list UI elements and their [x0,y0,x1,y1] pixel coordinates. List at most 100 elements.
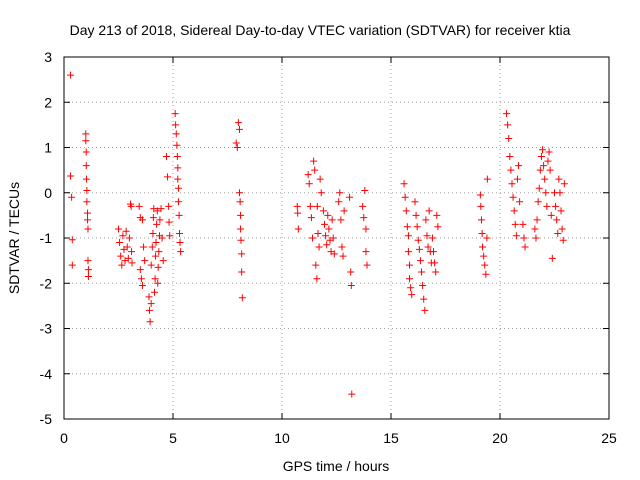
data-point [400,180,408,188]
data-point [540,162,548,170]
data-point [402,207,410,215]
data-point [122,227,130,235]
data-point [174,184,182,192]
data-point [127,202,135,210]
data-point [430,248,438,256]
data-point [312,261,320,269]
data-point [319,207,327,215]
data-point [119,232,127,240]
data-point [137,275,145,283]
data-point [116,239,124,247]
data-point [477,216,485,224]
data-point [136,266,144,274]
data-point [557,207,565,215]
data-point [149,214,157,222]
data-point [338,243,346,251]
axis-ticks: 0 5 10 15 20 25 -5 -4 -3 -2 -1 0 1 2 3 [40,49,617,446]
data-point [135,202,143,210]
data-point [513,175,521,183]
data-point [504,121,512,129]
x-tick-label: 10 [274,430,290,446]
data-point [84,272,92,280]
data-point [138,216,146,224]
data-point [512,232,520,240]
data-point [403,223,411,231]
data-point [428,234,436,242]
data-point [173,141,181,149]
data-point [177,248,185,256]
data-point [506,153,514,161]
data-point [548,254,556,262]
data-point [555,175,563,183]
data-point [117,252,125,260]
data-point [483,234,491,242]
data-point [325,225,333,233]
y-tick-label: -1 [40,230,53,246]
data-point [156,216,164,224]
data-point [401,193,409,201]
data-point [544,157,552,165]
data-point [412,211,420,219]
data-point [482,270,490,278]
data-point [559,236,567,244]
data-point [434,223,442,231]
data-point [68,236,76,244]
data-point [329,234,337,242]
x-axis-label: GPS time / hours [283,458,390,474]
data-point [172,130,180,138]
data-point [307,214,315,222]
data-point [347,268,355,276]
data-point [304,171,312,179]
data-point [553,216,561,224]
x-tick-label: 0 [60,430,68,446]
data-point [123,243,131,251]
data-point [330,250,338,258]
data-point [67,71,75,79]
data-point [172,121,180,129]
data-point [82,130,90,138]
data-point [294,209,302,217]
data-point [347,282,355,290]
data-point [556,189,564,197]
data-point [547,211,555,219]
data-point [541,175,549,183]
data-point [83,198,91,206]
data-point [348,390,356,398]
data-point [173,153,181,161]
y-tick-label: -3 [40,321,53,337]
data-point [306,202,314,210]
y-tick-label: 1 [44,140,52,156]
y-tick-label: 3 [44,49,52,65]
data-point [509,193,517,201]
data-point [174,164,182,172]
data-point [323,241,331,249]
data-point [148,243,156,251]
data-point [339,252,347,260]
data-point [507,166,515,174]
data-point [424,243,432,251]
data-point [84,216,92,224]
data-point [153,207,161,215]
data-point [238,250,246,258]
data-point [535,184,543,192]
data-points [67,71,568,398]
data-point [340,207,348,215]
data-point [336,189,344,197]
data-point [147,261,155,269]
data-point [157,205,165,213]
data-point [128,259,136,267]
data-point [84,257,92,265]
data-point [82,175,90,183]
data-point [138,282,146,290]
data-point [83,186,91,194]
y-tick-label: 2 [44,94,52,110]
x-tick-label: 5 [169,430,177,446]
data-point [294,225,302,233]
data-point [311,166,319,174]
data-point [152,239,160,247]
data-point [415,245,423,253]
data-point [337,216,345,224]
data-point [363,261,371,269]
data-point [141,257,149,265]
